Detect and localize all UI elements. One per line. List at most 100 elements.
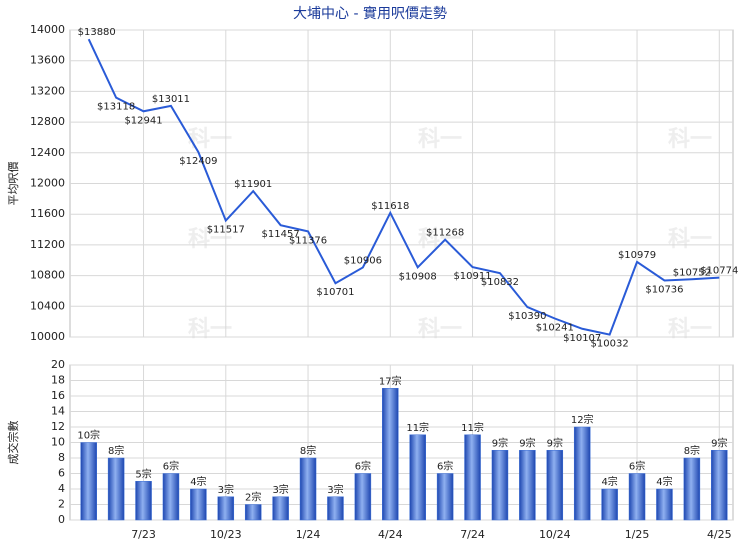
x-tick-label: 7/23	[131, 528, 156, 541]
bar	[683, 457, 701, 521]
bar	[272, 496, 289, 521]
data-label: $13011	[152, 94, 190, 105]
bar	[436, 473, 454, 521]
bar	[217, 496, 235, 521]
bar	[107, 457, 125, 521]
data-label: $10107	[563, 333, 601, 344]
data-label: $13118	[97, 102, 135, 113]
data-label: 9宗	[711, 436, 727, 449]
y-tick-label: 11200	[30, 238, 65, 251]
data-label: 12宗	[571, 413, 594, 426]
bar	[135, 481, 152, 521]
data-label: $10906	[344, 255, 382, 266]
y-tick-label: 12000	[30, 177, 65, 190]
bar	[80, 442, 97, 521]
data-label: $11517	[207, 225, 245, 236]
bar	[190, 488, 207, 521]
data-label: 4宗	[190, 475, 206, 488]
data-label: 3宗	[272, 483, 288, 496]
data-label: 3宗	[218, 483, 234, 496]
y-tick-label: 12800	[30, 115, 65, 128]
data-label: $10701	[316, 287, 354, 298]
bar	[628, 473, 646, 521]
y-tick-label: 13200	[30, 84, 65, 97]
data-label: $10774	[700, 266, 738, 277]
x-tick-label: 1/25	[625, 528, 650, 541]
bar	[711, 450, 728, 521]
data-label: $10752	[673, 267, 711, 278]
data-label: 4宗	[601, 475, 617, 488]
bar	[244, 504, 262, 521]
data-label: $11457	[262, 229, 300, 240]
data-label: $10911	[453, 271, 491, 282]
y-tick-label: 18	[51, 374, 65, 387]
data-label: $11268	[426, 228, 464, 239]
y-tick-label: 6	[58, 467, 65, 480]
data-label: 3宗	[327, 483, 343, 496]
data-label: $12941	[124, 115, 162, 126]
bar	[491, 450, 509, 521]
x-tick-label: 7/24	[460, 528, 485, 541]
bar	[601, 488, 618, 521]
y-axis-label: 平均呎價	[6, 162, 20, 206]
bar	[409, 434, 426, 521]
x-tick-label: 10/24	[539, 528, 571, 541]
bar	[573, 426, 591, 521]
watermark: 科一	[668, 227, 712, 252]
y-tick-label: 16	[51, 389, 65, 402]
data-label: 6宗	[355, 460, 371, 473]
y-axis-label: 成交宗數	[6, 421, 20, 465]
x-tick-label: 4/25	[707, 528, 732, 541]
data-label: $12409	[179, 156, 217, 167]
y-tick-label: 12	[51, 420, 65, 433]
x-tick-label: 1/24	[296, 528, 321, 541]
y-tick-label: 20	[51, 358, 65, 371]
watermark: 科一	[668, 127, 712, 152]
x-tick-label: 10/23	[210, 528, 242, 541]
data-label: 2宗	[245, 491, 261, 504]
y-tick-label: 14	[51, 405, 65, 418]
data-label: 9宗	[547, 436, 563, 449]
data-label: $10736	[645, 285, 683, 296]
y-tick-label: 14000	[30, 23, 65, 36]
data-label: $10241	[536, 323, 574, 334]
y-tick-label: 13600	[30, 54, 65, 67]
bar	[162, 473, 180, 521]
data-label: $11376	[289, 235, 327, 246]
x-tick-label: 4/24	[378, 528, 403, 541]
y-tick-label: 10800	[30, 269, 65, 282]
watermark: 科一	[188, 317, 232, 342]
data-label: 6宗	[437, 460, 453, 473]
bar	[299, 457, 317, 521]
data-label: $10032	[591, 339, 629, 350]
y-tick-label: 4	[58, 482, 65, 495]
bar	[546, 450, 564, 521]
y-tick-label: 10400	[30, 299, 65, 312]
data-label: 8宗	[108, 444, 124, 457]
data-label: $10979	[618, 250, 656, 261]
data-label: 11宗	[406, 421, 429, 434]
data-label: $10832	[481, 277, 519, 288]
chart-title: 大埔中心 - 實用呎價走勢	[293, 5, 447, 22]
y-tick-label: 11600	[30, 207, 65, 220]
data-label: 6宗	[163, 460, 179, 473]
bar	[656, 488, 673, 521]
y-tick-label: 0	[58, 513, 65, 526]
watermark: 科一	[188, 227, 232, 252]
data-label: 10宗	[77, 429, 100, 442]
data-label: 9宗	[519, 436, 535, 449]
data-label: 6宗	[629, 460, 645, 473]
watermark: 科一	[418, 127, 462, 152]
data-label: 5宗	[135, 467, 151, 480]
data-label: $13880	[78, 27, 116, 38]
bar	[382, 388, 399, 521]
data-label: $11901	[234, 179, 272, 190]
bar	[354, 473, 372, 521]
bar	[464, 434, 481, 521]
y-tick-label: 2	[58, 498, 65, 511]
data-label: $11618	[371, 201, 409, 212]
bar	[327, 496, 344, 521]
y-tick-label: 8	[58, 451, 65, 464]
data-label: $10908	[399, 271, 437, 282]
